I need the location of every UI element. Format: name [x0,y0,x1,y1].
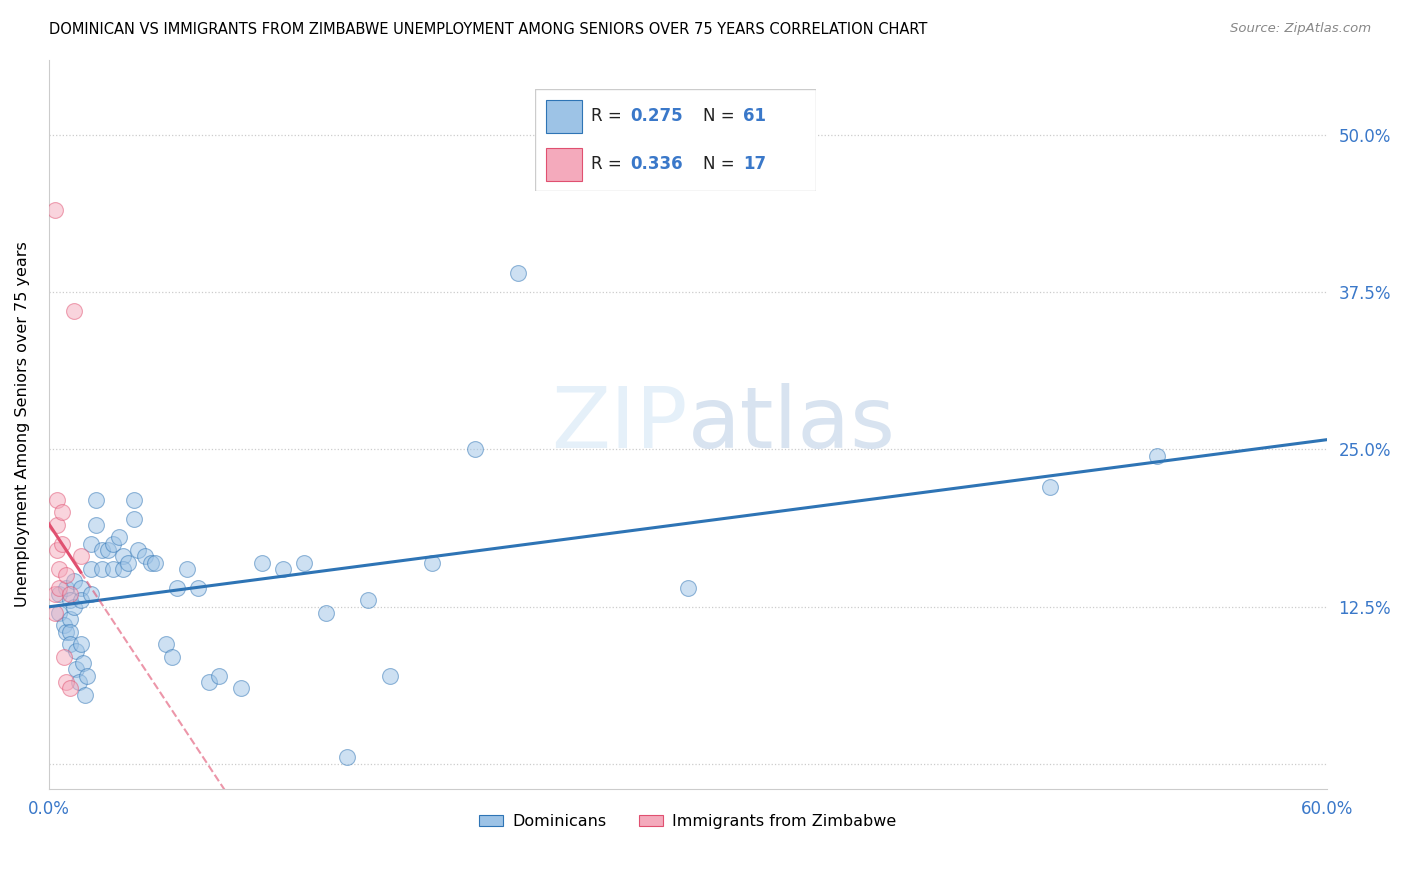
Point [59,593,82,607]
Point [44,203,66,218]
Point [420,556,443,570]
Point [139,556,162,570]
Point [134,549,156,564]
Point [91,543,114,558]
Point [229,681,252,696]
Point [294,556,316,570]
Point [143,556,166,570]
Point [69,593,91,607]
Point [59,612,82,626]
Point [44,587,66,601]
Point [48,587,70,601]
Point [250,556,273,570]
Point [84,492,107,507]
Point [48,562,70,576]
Point [1039,480,1062,494]
Point [122,511,145,525]
Point [162,649,184,664]
Point [46,492,69,507]
Text: atlas: atlas [688,383,896,466]
Point [65,643,87,657]
Point [80,562,103,576]
Point [59,587,82,601]
Point [378,669,401,683]
Point [97,543,120,558]
Point [676,581,699,595]
Point [52,649,75,664]
Point [73,688,96,702]
Point [80,587,103,601]
Point [63,304,86,318]
Point [101,562,124,576]
Point [271,562,294,576]
Point [1146,449,1168,463]
Point [59,681,82,696]
Point [117,556,139,570]
Point [76,669,98,683]
Point [44,606,66,620]
Point [84,517,107,532]
Point [46,543,69,558]
Point [176,562,198,576]
Point [506,266,529,280]
Point [69,581,91,595]
Point [464,442,486,457]
Point [55,624,77,639]
Point [51,537,73,551]
Point [55,568,77,582]
Point [48,581,70,595]
Point [52,618,75,632]
Point [155,637,177,651]
Point [59,637,82,651]
Point [187,581,209,595]
Legend: Dominicans, Immigrants from Zimbabwe: Dominicans, Immigrants from Zimbabwe [472,808,903,836]
Text: Source: ZipAtlas.com: Source: ZipAtlas.com [1230,22,1371,36]
Point [48,606,70,620]
Point [65,662,87,676]
Point [63,599,86,614]
Point [357,593,380,607]
Point [59,624,82,639]
Point [112,549,135,564]
Point [69,637,91,651]
Point [67,675,90,690]
Point [51,505,73,519]
Point [55,581,77,595]
Point [315,606,337,620]
Point [122,492,145,507]
Point [127,543,149,558]
Point [336,750,359,764]
Point [69,549,91,564]
Point [197,675,219,690]
Point [166,581,188,595]
Point [72,656,94,670]
Y-axis label: Unemployment Among Seniors over 75 years: Unemployment Among Seniors over 75 years [15,242,30,607]
Point [46,517,69,532]
Point [80,537,103,551]
Point [91,562,114,576]
Text: DOMINICAN VS IMMIGRANTS FROM ZIMBABWE UNEMPLOYMENT AMONG SENIORS OVER 75 YEARS C: DOMINICAN VS IMMIGRANTS FROM ZIMBABWE UN… [49,22,928,37]
Point [63,574,86,589]
Point [101,537,124,551]
Text: ZIP: ZIP [551,383,688,466]
Point [112,562,135,576]
Point [108,530,131,544]
Point [208,669,231,683]
Point [55,675,77,690]
